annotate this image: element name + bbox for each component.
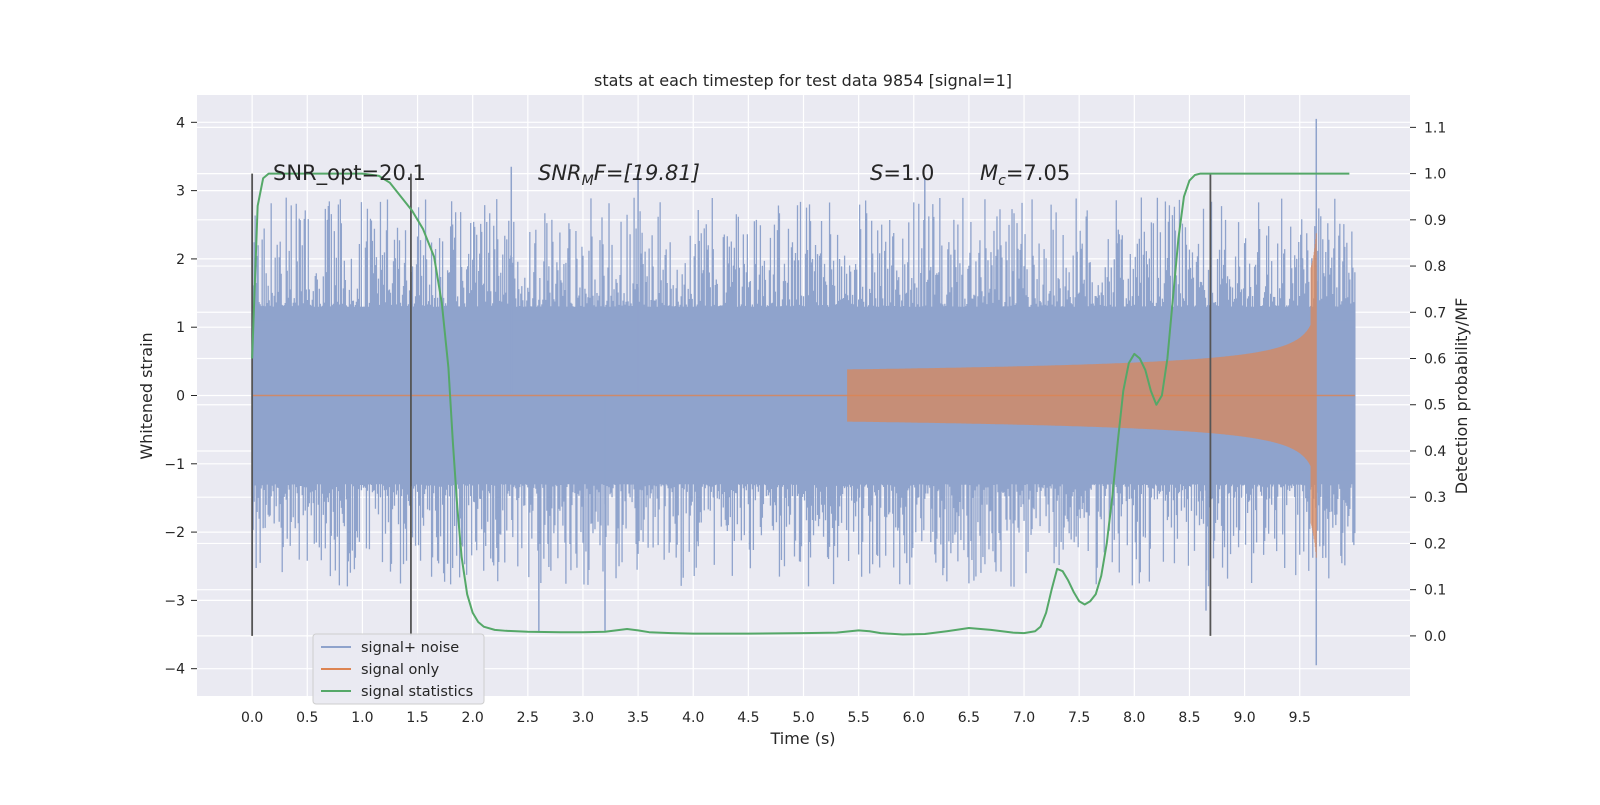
annotation-snr-mf: SNRMF=[19.81] — [538, 161, 700, 189]
x-tick-label: 2.0 — [462, 710, 484, 726]
annotation-s-label: S — [870, 161, 883, 185]
x-tick-label: 0.0 — [241, 710, 263, 726]
x-tick-label: 1.0 — [351, 710, 373, 726]
signal-series — [252, 233, 1355, 558]
y-tick-label: 3 — [176, 184, 185, 200]
annotation-snr-mf-sub: M — [582, 173, 594, 189]
chart-title: stats at each timestep for test data 985… — [594, 71, 1012, 90]
x-tick-label: 8.0 — [1123, 710, 1145, 726]
vertical-markers — [251, 173, 1212, 636]
x-tick-label: 4.0 — [682, 710, 704, 726]
y-tick-label: 2 — [176, 252, 185, 268]
annotation-snr-mf-rest: F=[19.81] — [594, 161, 700, 185]
y-right-tick-label: 0.4 — [1424, 444, 1446, 460]
annotation-mc-sub: c — [998, 173, 1006, 189]
y-right-tick-label: 0.5 — [1424, 398, 1446, 414]
signal-chirp — [847, 233, 1317, 558]
annotation-snr-mf-base: SNR — [538, 161, 582, 185]
y-tick-label: −1 — [164, 457, 185, 473]
y-tick-label: −3 — [164, 593, 185, 609]
y-right-tick-label: 0.2 — [1424, 536, 1446, 552]
x-tick-label: 4.5 — [737, 710, 759, 726]
annotation-snr-opt: SNR_opt=20.1 — [273, 161, 426, 186]
x-tick-label: 1.5 — [406, 710, 428, 726]
x-tick-label: 9.0 — [1233, 710, 1255, 726]
y-right-tick-labels: 1.1 1.0 0.9 0.8 0.7 0.6 0.5 0.4 0.3 0.2 0.1 0.0 — [1424, 120, 1446, 645]
legend-label-signal: signal only — [361, 662, 440, 678]
x-tick-label: 0.5 — [296, 710, 318, 726]
annotation-mc-value: =7.05 — [1006, 161, 1070, 185]
annotation-s: S=1.0 — [870, 161, 934, 185]
y-right-tick-label: 0.6 — [1424, 352, 1446, 368]
y-tick-label: −2 — [164, 525, 185, 541]
statistics-series — [251, 172, 1350, 636]
y-right-tick-label: 0.1 — [1424, 583, 1446, 599]
x-tick-label: 7.5 — [1068, 710, 1090, 726]
x-tick-label: 8.5 — [1178, 710, 1200, 726]
y-right-tick-label: 0.9 — [1424, 213, 1446, 229]
y-right-tick-label: 0.8 — [1424, 259, 1446, 275]
y-right-tick-label: 0.7 — [1424, 305, 1446, 321]
x-tick-labels: 0.0 0.5 1.0 1.5 2.0 2.5 3.0 3.5 4.0 4.5 5.0 5.5 6.0 6… — [241, 710, 1311, 726]
annotation-mc-base: M — [980, 161, 998, 185]
legend-label-statistics: signal statistics — [361, 684, 473, 700]
annotation-s-value: =1.0 — [883, 161, 934, 185]
y-tick-label: 1 — [176, 320, 185, 336]
x-tick-label: 7.0 — [1013, 710, 1035, 726]
x-tick-label: 9.5 — [1289, 710, 1311, 726]
x-tick-label: 3.5 — [627, 710, 649, 726]
y-right-tick-label: 1.0 — [1424, 167, 1446, 183]
legend-label-noise: signal+ noise — [361, 640, 459, 656]
x-tick-label: 6.0 — [903, 710, 925, 726]
x-tick-label: 2.5 — [517, 710, 539, 726]
y-tick-label: −4 — [164, 662, 185, 678]
x-tick-label: 5.0 — [792, 710, 814, 726]
y-right-tick-label: 0.3 — [1424, 490, 1446, 506]
x-tick-label: 5.5 — [848, 710, 870, 726]
y-tick-label: 0 — [176, 389, 185, 405]
y-tick-label: 4 — [176, 115, 185, 131]
statistics-line — [251, 172, 1350, 636]
y-right-tick-label: 0.0 — [1424, 629, 1446, 645]
y-axis-label: Whitened strain — [137, 332, 156, 459]
x-tick-label: 3.0 — [572, 710, 594, 726]
y-right-axis-label: Detection probability/MF — [1452, 298, 1471, 495]
y-right-tick-label: 1.1 — [1424, 120, 1446, 136]
x-tick-label: 6.5 — [958, 710, 980, 726]
x-axis-label: Time (s) — [769, 729, 835, 748]
legend-box — [312, 633, 485, 705]
y-tick-labels: 4 3 2 1 0 −1 −2 −3 −4 — [164, 115, 185, 677]
annotation-mc: Mc=7.05 — [980, 161, 1070, 189]
legend: signal+ noise signal only signal statist… — [312, 633, 485, 705]
